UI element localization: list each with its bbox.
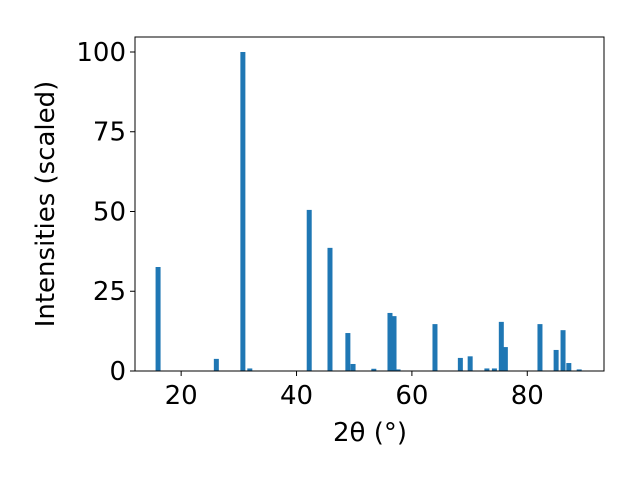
y-axis-label: Intensities (scaled) xyxy=(31,81,61,328)
bar xyxy=(491,368,497,371)
x-tick-label: 80 xyxy=(511,381,544,411)
bar xyxy=(553,349,559,371)
y-tick-label: 0 xyxy=(109,357,126,387)
bar xyxy=(467,356,473,371)
bar xyxy=(155,267,161,371)
y-tick-label: 100 xyxy=(76,38,126,68)
x-axis-label: 2θ (°) xyxy=(333,418,407,448)
bar xyxy=(484,368,490,371)
bar xyxy=(432,324,438,371)
bar xyxy=(350,363,356,371)
y-tick-label: 50 xyxy=(93,197,126,227)
y-tick-label: 75 xyxy=(93,118,126,148)
bar xyxy=(247,368,253,371)
bar xyxy=(498,321,504,371)
x-tick-label: 40 xyxy=(280,381,313,411)
bar xyxy=(327,247,333,371)
bar xyxy=(391,316,397,371)
bar xyxy=(213,358,219,371)
bar xyxy=(387,312,393,371)
bar xyxy=(457,357,463,371)
y-tick-label: 25 xyxy=(93,277,126,307)
bar xyxy=(306,209,312,371)
bar xyxy=(502,347,508,371)
bar xyxy=(560,330,566,371)
bar xyxy=(566,363,572,371)
bar xyxy=(345,333,351,371)
bar xyxy=(576,369,582,371)
x-tick-label: 60 xyxy=(395,381,428,411)
bar xyxy=(395,369,401,371)
plot-frame xyxy=(134,36,605,372)
bar xyxy=(537,324,543,371)
bar xyxy=(240,51,246,371)
x-tick-label: 20 xyxy=(165,381,198,411)
bar xyxy=(371,368,377,371)
